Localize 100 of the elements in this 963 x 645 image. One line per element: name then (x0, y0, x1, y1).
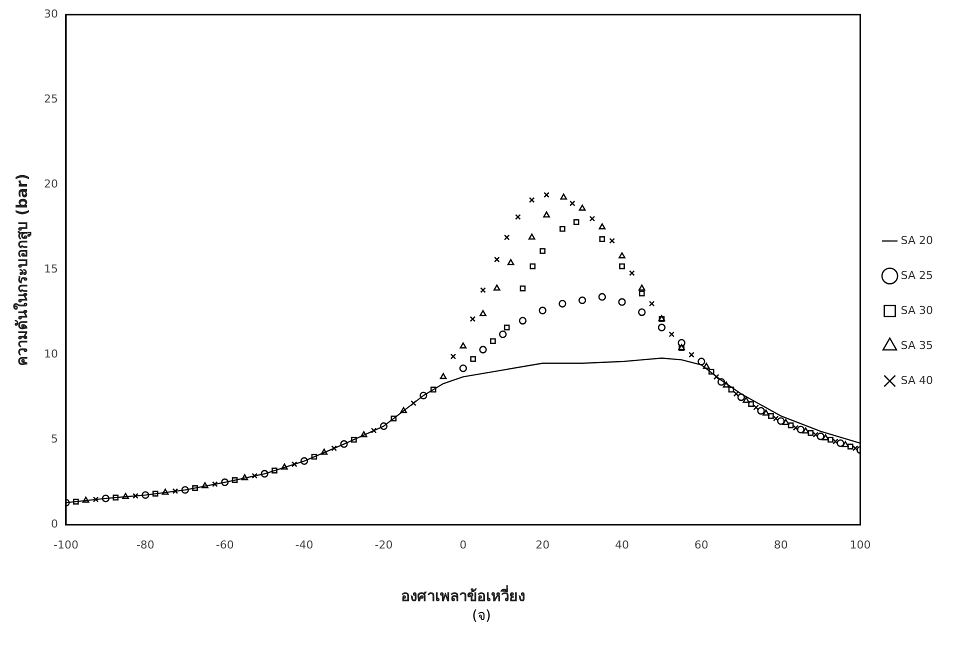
text: (จ) (471, 607, 492, 626)
point (560, 194, 568, 200)
point (520, 285, 526, 292)
x-tick-label: 20 (536, 538, 550, 552)
x-tick-label: -80 (136, 538, 154, 552)
point (470, 316, 476, 322)
x-axis-title: องศาเพลาข้อเหวี่ยง (401, 584, 526, 605)
point (598, 293, 606, 301)
point (380, 422, 388, 430)
point (73, 498, 79, 505)
point (152, 490, 158, 497)
point (518, 316, 527, 325)
point (82, 496, 90, 503)
x-tick-label: 40 (615, 538, 630, 552)
point (560, 226, 566, 232)
point (708, 368, 714, 375)
point (181, 486, 189, 494)
point (260, 470, 268, 478)
point (241, 474, 248, 480)
point (618, 298, 626, 306)
point (658, 324, 666, 332)
x-tick-label: -20 (374, 538, 393, 552)
point (212, 481, 218, 488)
y-tick-label: 25 (44, 92, 58, 106)
point (162, 488, 169, 495)
point (232, 477, 238, 483)
point (638, 290, 645, 296)
point (122, 492, 129, 499)
point (619, 263, 625, 270)
point (688, 352, 694, 358)
point (112, 494, 119, 500)
point (702, 362, 710, 369)
point (842, 441, 849, 448)
point (320, 448, 328, 455)
point (530, 263, 536, 270)
point (300, 457, 308, 465)
point (490, 338, 496, 344)
point (609, 238, 615, 244)
x-tick-label: -40 (295, 538, 314, 552)
point (847, 444, 854, 450)
point (808, 430, 814, 436)
point (221, 478, 229, 486)
point (272, 468, 278, 474)
point (470, 356, 476, 362)
point (390, 416, 397, 422)
x-tick-label: -100 (54, 538, 78, 552)
point (722, 381, 730, 388)
y-tick-label: 30 (44, 7, 58, 20)
point (638, 308, 646, 316)
point (836, 439, 844, 448)
point (400, 407, 407, 414)
point (762, 410, 770, 416)
point (816, 432, 824, 440)
point (802, 427, 810, 434)
point (360, 431, 368, 438)
point (202, 482, 208, 488)
point (737, 393, 745, 402)
point (728, 386, 734, 393)
point (578, 204, 586, 211)
point (459, 364, 467, 372)
point (480, 287, 486, 294)
legend-label: SA 20 (900, 234, 934, 247)
point (499, 330, 507, 338)
point (618, 252, 626, 258)
point (678, 338, 686, 347)
point (102, 494, 110, 502)
point (540, 248, 546, 254)
y-tick-label: 15 (44, 262, 58, 276)
legend-label: SA 30 (900, 304, 934, 317)
point (757, 407, 765, 415)
point (351, 436, 357, 443)
legend-label: SA 25 (900, 268, 934, 282)
y-tick-label: 5 (50, 432, 58, 446)
x-tick-label: -60 (216, 538, 234, 552)
point (822, 434, 829, 440)
x-tick-label: 60 (694, 538, 708, 552)
y-tick-label: 10 (44, 348, 58, 361)
point (777, 417, 785, 425)
legend-label: SA 35 (900, 338, 934, 352)
point (142, 491, 150, 499)
legend-label: SA 40 (900, 374, 934, 387)
point (493, 284, 500, 291)
point (648, 300, 655, 307)
point (515, 214, 521, 220)
point (782, 418, 790, 426)
point (281, 463, 288, 470)
x-tick-label: 80 (774, 538, 788, 552)
point (420, 392, 428, 400)
point (479, 346, 487, 354)
point (796, 426, 805, 434)
point (504, 324, 510, 330)
x-tick-label: 100 (850, 538, 871, 552)
point (430, 386, 436, 393)
point (589, 216, 596, 222)
point (573, 219, 580, 225)
point (698, 358, 706, 366)
point (192, 485, 198, 491)
y-tick-label: 20 (44, 178, 58, 191)
point (599, 236, 606, 242)
point (507, 259, 514, 266)
